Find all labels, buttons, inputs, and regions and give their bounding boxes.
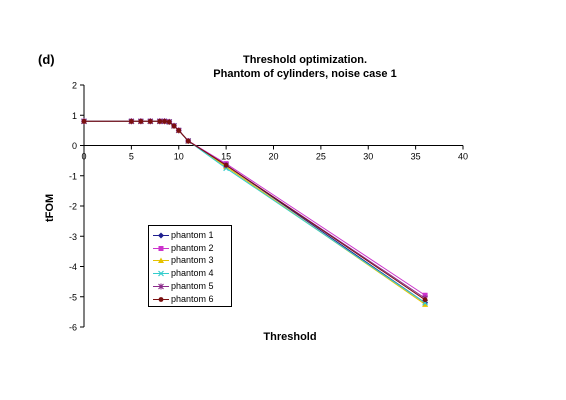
series-line — [84, 120, 426, 301]
chart-title-line-1: Threshold optimization. — [242, 54, 368, 66]
y-tick-label: -6 — [69, 323, 77, 333]
x-tick-label: 35 — [411, 152, 421, 162]
legend-label: phantom 6 — [171, 293, 214, 304]
x-tick-label: 30 — [363, 152, 373, 162]
data-point — [162, 118, 167, 124]
legend-swatch-marker — [158, 270, 164, 277]
legend-swatch — [153, 232, 169, 239]
data-point — [81, 118, 87, 124]
data-point — [185, 138, 191, 144]
series-line — [84, 120, 426, 304]
data-point — [171, 123, 177, 129]
x-tick-label: 10 — [174, 152, 184, 162]
series-line — [84, 120, 426, 305]
series-line — [84, 120, 426, 304]
legend-swatch — [153, 245, 169, 251]
legend-swatch — [153, 257, 169, 264]
data-point — [157, 118, 163, 124]
legend-label: phantom 5 — [171, 280, 214, 291]
legend-label: phantom 2 — [171, 242, 214, 253]
x-tick-label: 20 — [268, 152, 278, 162]
y-tick-label: -5 — [69, 292, 77, 302]
x-tick-label: 40 — [458, 152, 468, 162]
legend-swatch-marker — [158, 296, 164, 302]
y-tick-label: -3 — [69, 232, 77, 242]
chart-legend: phantom 1 phantom 2 phantom 3 phantom 4 phan… — [148, 225, 232, 307]
data-point — [138, 118, 144, 124]
x-tick-label: 5 — [129, 152, 134, 162]
data-point — [147, 118, 153, 124]
legend-swatch-marker — [158, 257, 164, 264]
series-line — [84, 120, 426, 299]
data-point — [422, 301, 429, 307]
legend-label: phantom 3 — [171, 255, 214, 266]
data-point — [422, 297, 428, 303]
legend-label: phantom 1 — [171, 230, 214, 240]
y-tick-label: -4 — [69, 262, 77, 272]
series-6 — [81, 118, 428, 303]
series-3 — [81, 118, 429, 307]
panel-label: (d) — [38, 52, 55, 67]
x-tick-label: 15 — [221, 152, 231, 162]
legend-label: phantom 4 — [171, 268, 214, 279]
y-tick-label: -2 — [69, 202, 77, 212]
x-tick-label: 0 — [81, 152, 86, 162]
legend-swatch — [153, 270, 169, 277]
legend-swatch — [153, 283, 169, 290]
y-tick-label: 1 — [72, 111, 77, 121]
data-point — [166, 119, 172, 125]
y-tick-label: -1 — [69, 171, 77, 181]
series-1 — [81, 118, 429, 306]
data-point — [223, 162, 229, 168]
chart-title-line-2: Phantom of cylinders, noise case 1 — [213, 68, 397, 80]
x-axis-label: Threshold — [263, 331, 317, 343]
y-tick-label: 2 — [72, 81, 77, 91]
legend-swatch — [153, 296, 169, 302]
legend-swatch-marker — [158, 232, 164, 239]
legend-swatch-marker — [158, 283, 164, 290]
legend-swatch-marker — [158, 245, 164, 251]
series-4 — [81, 118, 429, 306]
y-tick-label: 0 — [72, 141, 77, 151]
x-tick-label: 25 — [316, 152, 326, 162]
data-point — [128, 118, 134, 124]
data-point — [422, 292, 428, 298]
data-point — [176, 127, 182, 133]
chart-title: Threshold optimization. Phantom of cylin… — [180, 53, 430, 81]
